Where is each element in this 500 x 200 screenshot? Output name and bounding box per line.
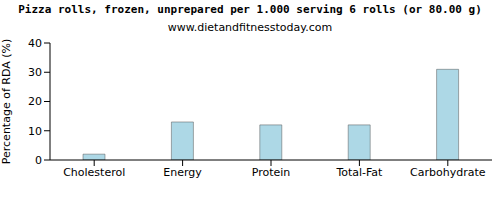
html-text:www.dietandfitnesstoday.com: www.dietandfitnesstoday.com [167, 21, 333, 34]
svg-text:Energy: Energy [163, 166, 202, 179]
svg-text:Percentage of RDA (%): Percentage of RDA (%) [8, 39, 13, 164]
html-text:Pizza rolls, frozen, unprepare: Pizza rolls, frozen, unprepared per 1.00… [18, 3, 482, 16]
svg-text:Total-Fat: Total-Fat [335, 166, 383, 179]
svg-text:Carbohydrate: Carbohydrate [410, 166, 486, 179]
svg-text:0: 0 [35, 154, 42, 167]
svg-text:40: 40 [28, 37, 42, 50]
svg-text:30: 30 [28, 66, 42, 79]
svg-text:Protein: Protein [252, 166, 291, 179]
svg-text:10: 10 [28, 125, 42, 138]
svg-text:Cholesterol: Cholesterol [63, 166, 125, 179]
svg-text:20: 20 [28, 95, 42, 108]
